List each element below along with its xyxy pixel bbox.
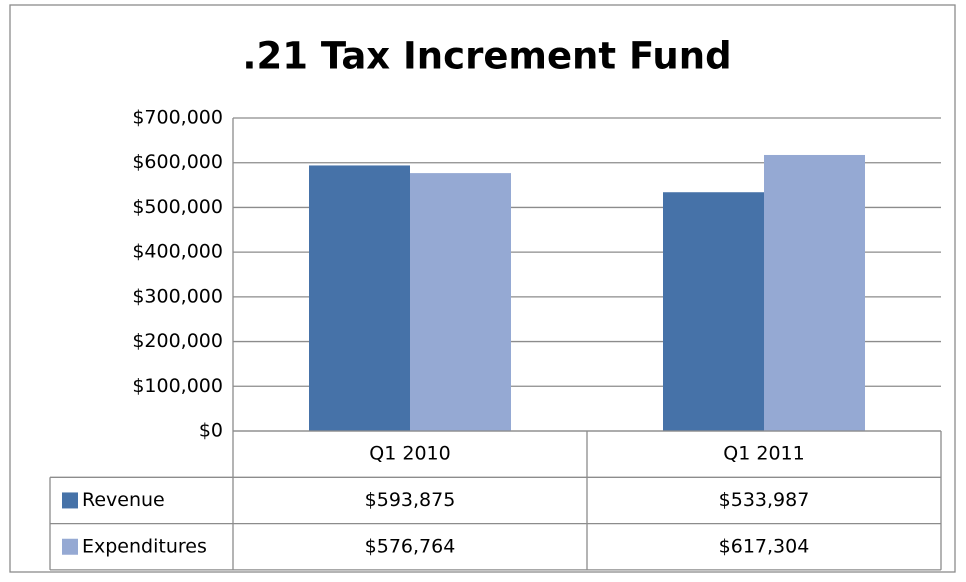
table-value: $576,764 bbox=[365, 535, 456, 557]
x-tick-label: Q1 2010 bbox=[369, 443, 450, 465]
y-tick-label: $500,000 bbox=[132, 196, 223, 218]
table-value: $533,987 bbox=[719, 489, 810, 511]
bar bbox=[764, 154, 865, 431]
y-tick-label: $700,000 bbox=[132, 107, 223, 129]
table-value: $617,304 bbox=[719, 535, 810, 557]
legend-swatch bbox=[62, 492, 78, 509]
y-tick-label: $300,000 bbox=[132, 285, 223, 307]
bar bbox=[410, 173, 511, 431]
legend-label: Revenue bbox=[82, 489, 165, 511]
bar bbox=[663, 192, 764, 431]
y-tick-label: $0 bbox=[199, 420, 223, 442]
x-tick-label: Q1 2011 bbox=[723, 443, 804, 465]
legend-label: Expenditures bbox=[82, 535, 207, 557]
y-tick-label: $600,000 bbox=[132, 151, 223, 173]
y-tick-label: $200,000 bbox=[132, 330, 223, 352]
y-tick-label: $400,000 bbox=[132, 241, 223, 263]
y-tick-label: $100,000 bbox=[132, 375, 223, 397]
bar bbox=[309, 165, 410, 431]
chart-title: .21 Tax Increment Fund bbox=[242, 35, 731, 78]
table-value: $593,875 bbox=[365, 489, 456, 511]
legend-swatch bbox=[62, 538, 78, 555]
